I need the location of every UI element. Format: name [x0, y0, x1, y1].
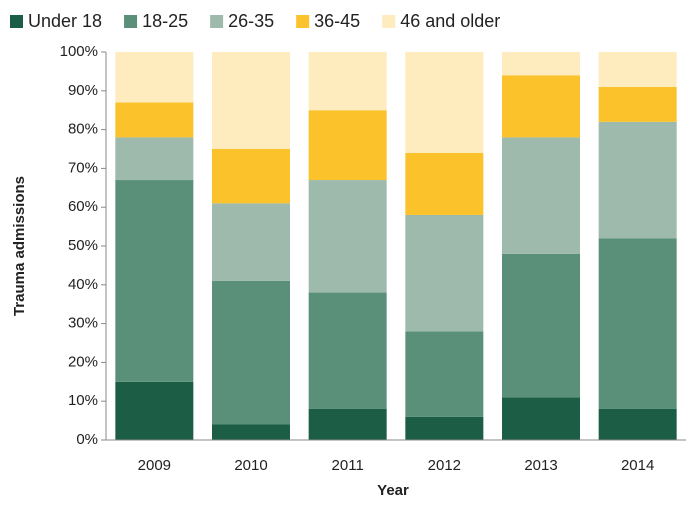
- bar-segment: [405, 416, 484, 440]
- y-tick-label: 0%: [76, 431, 98, 448]
- bar-segment: [308, 408, 387, 440]
- legend-swatch: [210, 15, 224, 28]
- legend-label: 46 and older: [400, 11, 500, 31]
- legend-swatch: [10, 15, 23, 28]
- bar-segment: [502, 397, 580, 440]
- bar-segment: [115, 180, 194, 382]
- y-tick-label: 80%: [68, 121, 98, 138]
- bar-segment: [502, 253, 580, 398]
- legend-swatch: [124, 15, 138, 28]
- bar-segment: [502, 75, 580, 138]
- y-tick-label: 60%: [68, 198, 98, 215]
- bar-segment: [598, 408, 677, 440]
- x-tick-label: 2014: [621, 457, 654, 474]
- x-tick-label: 2012: [428, 457, 461, 474]
- bar-segment: [308, 180, 387, 293]
- bar-segment: [502, 137, 580, 254]
- bar-segment: [308, 52, 387, 111]
- bar-segment: [598, 121, 677, 239]
- x-axis-label: Year: [377, 482, 409, 499]
- bar-segment: [598, 52, 677, 87]
- x-tick-label: 2013: [524, 457, 557, 474]
- bar-segment: [115, 52, 194, 103]
- bar-segment: [212, 52, 290, 149]
- bar-segment: [308, 110, 387, 181]
- bar-segment: [115, 137, 194, 181]
- bar-segment: [212, 424, 290, 440]
- legend-swatch: [296, 15, 310, 28]
- bar-segment: [212, 203, 290, 281]
- y-tick-label: 70%: [68, 159, 98, 176]
- bar-segment: [405, 214, 484, 332]
- bar-segment: [405, 331, 484, 417]
- legend-swatch: [382, 15, 396, 28]
- bar-segment: [405, 52, 484, 153]
- y-tick-label: 10%: [68, 392, 98, 409]
- bar-segment: [598, 86, 677, 122]
- legend-label: 36-45: [314, 11, 360, 31]
- x-tick-label: 2011: [332, 457, 364, 474]
- bar-segment: [598, 238, 677, 409]
- bar-segment: [212, 149, 290, 204]
- y-tick-label: 30%: [68, 315, 98, 332]
- bar-segment: [115, 381, 194, 440]
- bar-segment: [308, 292, 387, 409]
- y-tick-label: 100%: [60, 43, 98, 60]
- legend-label: 18-25: [142, 11, 188, 31]
- y-tick-label: 50%: [68, 237, 98, 254]
- bar-segment: [405, 152, 484, 215]
- bar-segment: [502, 52, 580, 76]
- y-axis-label: Trauma admissions: [11, 176, 28, 316]
- bar-segment: [115, 102, 194, 138]
- y-tick-label: 90%: [68, 82, 98, 99]
- legend-label: Under 18: [28, 11, 102, 31]
- x-tick-label: 2010: [234, 457, 267, 474]
- bar-segment: [212, 280, 290, 425]
- y-tick-label: 20%: [68, 353, 98, 370]
- legend-label: 26-35: [228, 11, 274, 31]
- y-tick-label: 40%: [68, 276, 98, 293]
- x-tick-label: 2009: [138, 457, 171, 474]
